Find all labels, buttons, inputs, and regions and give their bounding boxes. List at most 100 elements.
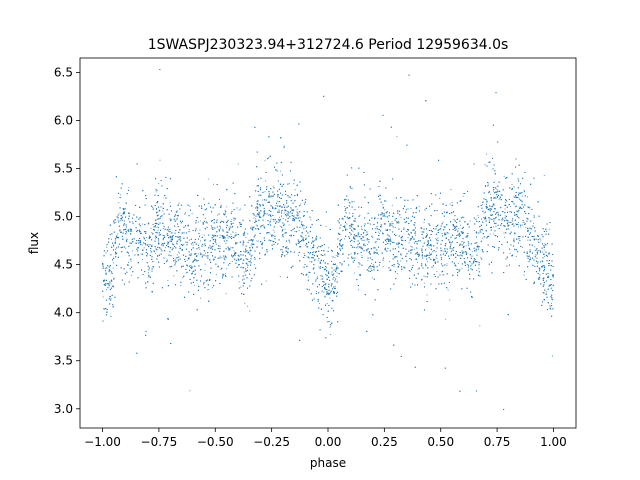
data-point — [441, 271, 443, 273]
data-point — [239, 208, 241, 210]
data-point — [439, 197, 441, 199]
data-point — [467, 245, 469, 247]
data-point — [521, 200, 523, 202]
data-point — [313, 250, 315, 252]
data-point — [303, 225, 305, 227]
data-point — [418, 205, 420, 207]
data-point — [127, 228, 129, 230]
data-point — [344, 238, 346, 240]
data-point — [465, 245, 467, 247]
data-point — [448, 232, 450, 234]
data-point — [435, 238, 437, 240]
data-point — [394, 227, 396, 229]
data-point — [113, 262, 115, 264]
data-point — [458, 232, 460, 234]
data-point — [521, 247, 523, 249]
data-point — [251, 229, 253, 231]
data-point — [331, 273, 333, 275]
data-point — [163, 235, 165, 237]
data-point — [281, 212, 283, 214]
data-point — [497, 215, 499, 217]
data-point — [157, 240, 159, 242]
data-point — [286, 253, 288, 255]
data-point — [400, 217, 402, 219]
data-point — [143, 247, 145, 249]
data-point — [238, 209, 240, 211]
data-point — [178, 252, 180, 254]
data-point — [302, 228, 304, 230]
data-point — [534, 250, 536, 252]
data-point — [185, 241, 187, 243]
data-point — [305, 234, 307, 236]
chart-title: 1SWASPJ230323.94+312724.6 Period 1295963… — [148, 37, 509, 53]
data-point — [191, 213, 193, 215]
data-point — [226, 206, 228, 208]
data-point — [336, 272, 338, 274]
data-point — [272, 240, 274, 242]
data-point — [143, 236, 145, 238]
data-point — [310, 219, 312, 221]
data-point — [280, 249, 282, 251]
data-point — [382, 208, 384, 210]
data-point — [247, 233, 249, 235]
data-point — [233, 220, 235, 222]
data-point — [548, 263, 550, 265]
data-point — [384, 209, 386, 211]
data-point — [522, 221, 524, 223]
data-point — [481, 204, 483, 206]
data-point — [504, 236, 506, 238]
data-point — [251, 254, 253, 256]
data-point — [458, 228, 460, 230]
data-point — [184, 213, 186, 215]
data-point — [463, 242, 465, 244]
data-point — [279, 216, 281, 218]
data-point — [392, 223, 394, 225]
data-point — [237, 163, 239, 165]
data-point — [119, 212, 121, 214]
data-point — [203, 234, 205, 236]
data-point — [143, 237, 145, 239]
data-point — [232, 237, 234, 239]
data-point — [520, 226, 522, 228]
data-point — [370, 268, 372, 270]
data-point — [233, 250, 235, 252]
data-point — [257, 240, 259, 242]
data-point — [361, 239, 363, 241]
data-point — [236, 234, 238, 236]
data-point — [221, 257, 223, 259]
data-point — [497, 197, 499, 199]
data-point — [189, 205, 191, 207]
data-point — [511, 184, 513, 186]
data-point — [295, 243, 297, 245]
data-point — [252, 240, 254, 242]
data-point — [272, 229, 274, 231]
data-point — [482, 250, 484, 252]
data-point — [442, 250, 444, 252]
data-point — [490, 205, 492, 207]
data-point — [490, 193, 492, 195]
data-point — [110, 283, 112, 285]
data-point — [360, 225, 362, 227]
data-point — [315, 290, 317, 292]
data-point — [523, 274, 525, 276]
data-point — [183, 244, 185, 246]
data-point — [377, 229, 379, 231]
data-point — [213, 236, 215, 238]
data-point — [545, 291, 547, 293]
data-point — [426, 294, 428, 296]
data-point — [371, 262, 373, 264]
data-point — [359, 273, 361, 275]
data-point — [386, 239, 388, 241]
data-point — [446, 251, 448, 253]
data-point — [348, 201, 350, 203]
data-point — [297, 211, 299, 213]
data-point — [398, 220, 400, 222]
data-point — [177, 251, 179, 253]
data-point — [104, 308, 106, 310]
data-point — [284, 228, 286, 230]
data-point — [268, 157, 270, 159]
data-point — [334, 285, 336, 287]
data-point — [245, 236, 247, 238]
data-point — [113, 277, 115, 279]
data-point — [436, 271, 438, 273]
